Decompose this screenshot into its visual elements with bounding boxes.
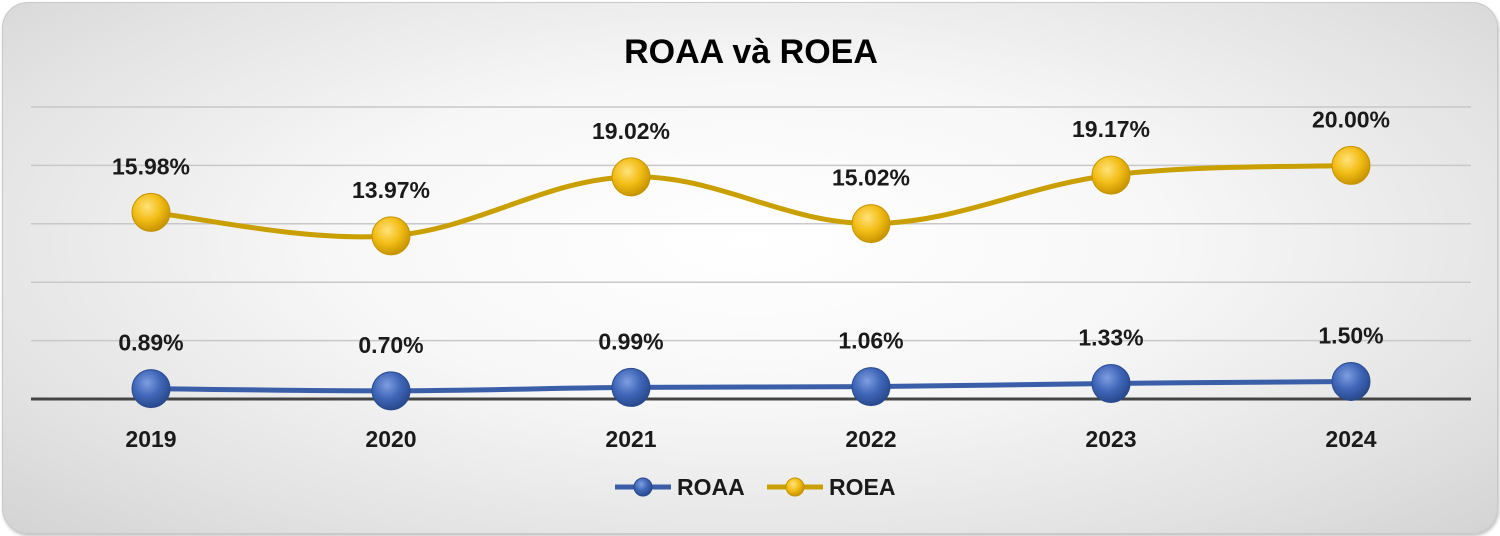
roea-data-label: 15.98% [112,153,190,179]
roaa-data-label: 0.70% [358,332,423,358]
roaa-point [1331,361,1371,401]
roaa-point [1091,363,1131,403]
series-layer [131,145,1371,411]
roaa-data-label: 1.50% [1318,322,1383,348]
data-labels: 0.89% 0.70% 0.99% 1.06% 1.33% 1.50% 15.98% 13.9… [112,106,1390,357]
roaa-series-line [148,378,1354,394]
roaa-legend-label: ROAA [677,474,745,500]
roaa-data-label: 0.89% [118,330,183,356]
roea-data-label: 19.02% [592,118,670,144]
roea-point [851,204,891,244]
roea-point [371,216,411,256]
roaa-data-label: 1.06% [838,328,903,354]
x-axis: 2019 2020 2021 2022 2023 2024 [31,397,1471,452]
x-tick-label: 2021 [605,426,656,452]
x-tick-label: 2019 [125,426,176,452]
roea-data-label: 20.00% [1312,106,1390,132]
chart-svg: ROAA và ROEA 2019 2020 2021 2022 2023 2024 0.… [31,33,1471,500]
gridlines [31,106,1471,342]
x-tick-label: 2020 [365,426,416,452]
roaa-data-label: 0.99% [598,328,663,354]
roaa-point [131,369,171,409]
x-tick-label: 2023 [1085,426,1136,452]
roaa-point [851,367,891,407]
roea-point [611,157,651,197]
roaa-legend-marker [633,477,653,497]
roea-point [1091,155,1131,195]
roaa-data-label: 1.33% [1078,324,1143,350]
roea-point [1331,145,1371,185]
roea-data-label: 15.02% [832,165,910,191]
roea-data-label: 19.17% [1072,116,1150,142]
roaa-point [371,371,411,411]
x-tick-label: 2022 [845,426,896,452]
roaa-point [611,367,651,407]
x-tick-label: 2024 [1325,426,1376,452]
roea-legend-label: ROEA [829,474,895,500]
legend: ROAA ROEA [615,474,895,500]
roea-data-label: 13.97% [352,177,430,203]
roea-point [131,192,171,232]
chart-title: ROAA và ROEA [624,33,878,71]
roea-series-line [148,162,1354,240]
roea-legend-marker [785,477,805,497]
